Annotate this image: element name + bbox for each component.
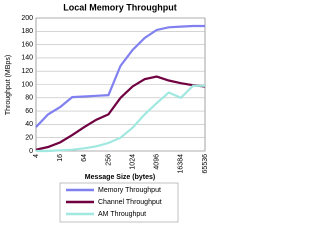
series-line — [35, 75, 206, 151]
y-tick-label: 100 — [21, 81, 33, 88]
y-tick-label: 0 — [29, 148, 33, 155]
x-tick-label: 256 — [105, 154, 112, 166]
y-axis-label: Throughput (MBps) — [5, 55, 12, 115]
chart-title: Local Memory Throughput — [63, 2, 177, 12]
y-tick-label: 160 — [21, 41, 33, 48]
chart: Local Memory Throughput Throughput (MBps… — [5, 2, 209, 223]
series-line — [36, 84, 205, 153]
x-tick-label: 64 — [81, 154, 88, 162]
x-tick-label: 4096 — [154, 154, 161, 170]
legend-label: Channel Throughput — [98, 199, 162, 206]
y-tick-label: 180 — [21, 28, 33, 35]
x-tick-label: 4 — [33, 154, 40, 158]
y-tick-label: 20 — [25, 135, 33, 142]
y-tick-label: 60 — [25, 108, 33, 115]
y-tick-label: 140 — [21, 55, 33, 62]
x-tick-label: 1024 — [129, 154, 136, 170]
y-tick-label: 40 — [25, 121, 33, 128]
x-tick-label: 65536 — [202, 154, 209, 174]
x-axis-label: Message Size (bytes) — [85, 174, 155, 181]
y-tick-label: 80 — [25, 95, 33, 102]
x-tick-label: 16 — [57, 154, 64, 162]
y-tick-label: 120 — [21, 68, 33, 75]
x-tick-label: 16384 — [178, 154, 185, 174]
series-line — [35, 24, 205, 128]
y-tick-label: 200 — [21, 15, 33, 22]
legend-label: AM Throughput — [98, 211, 146, 218]
legend-label: Memory Throughput — [98, 187, 161, 194]
